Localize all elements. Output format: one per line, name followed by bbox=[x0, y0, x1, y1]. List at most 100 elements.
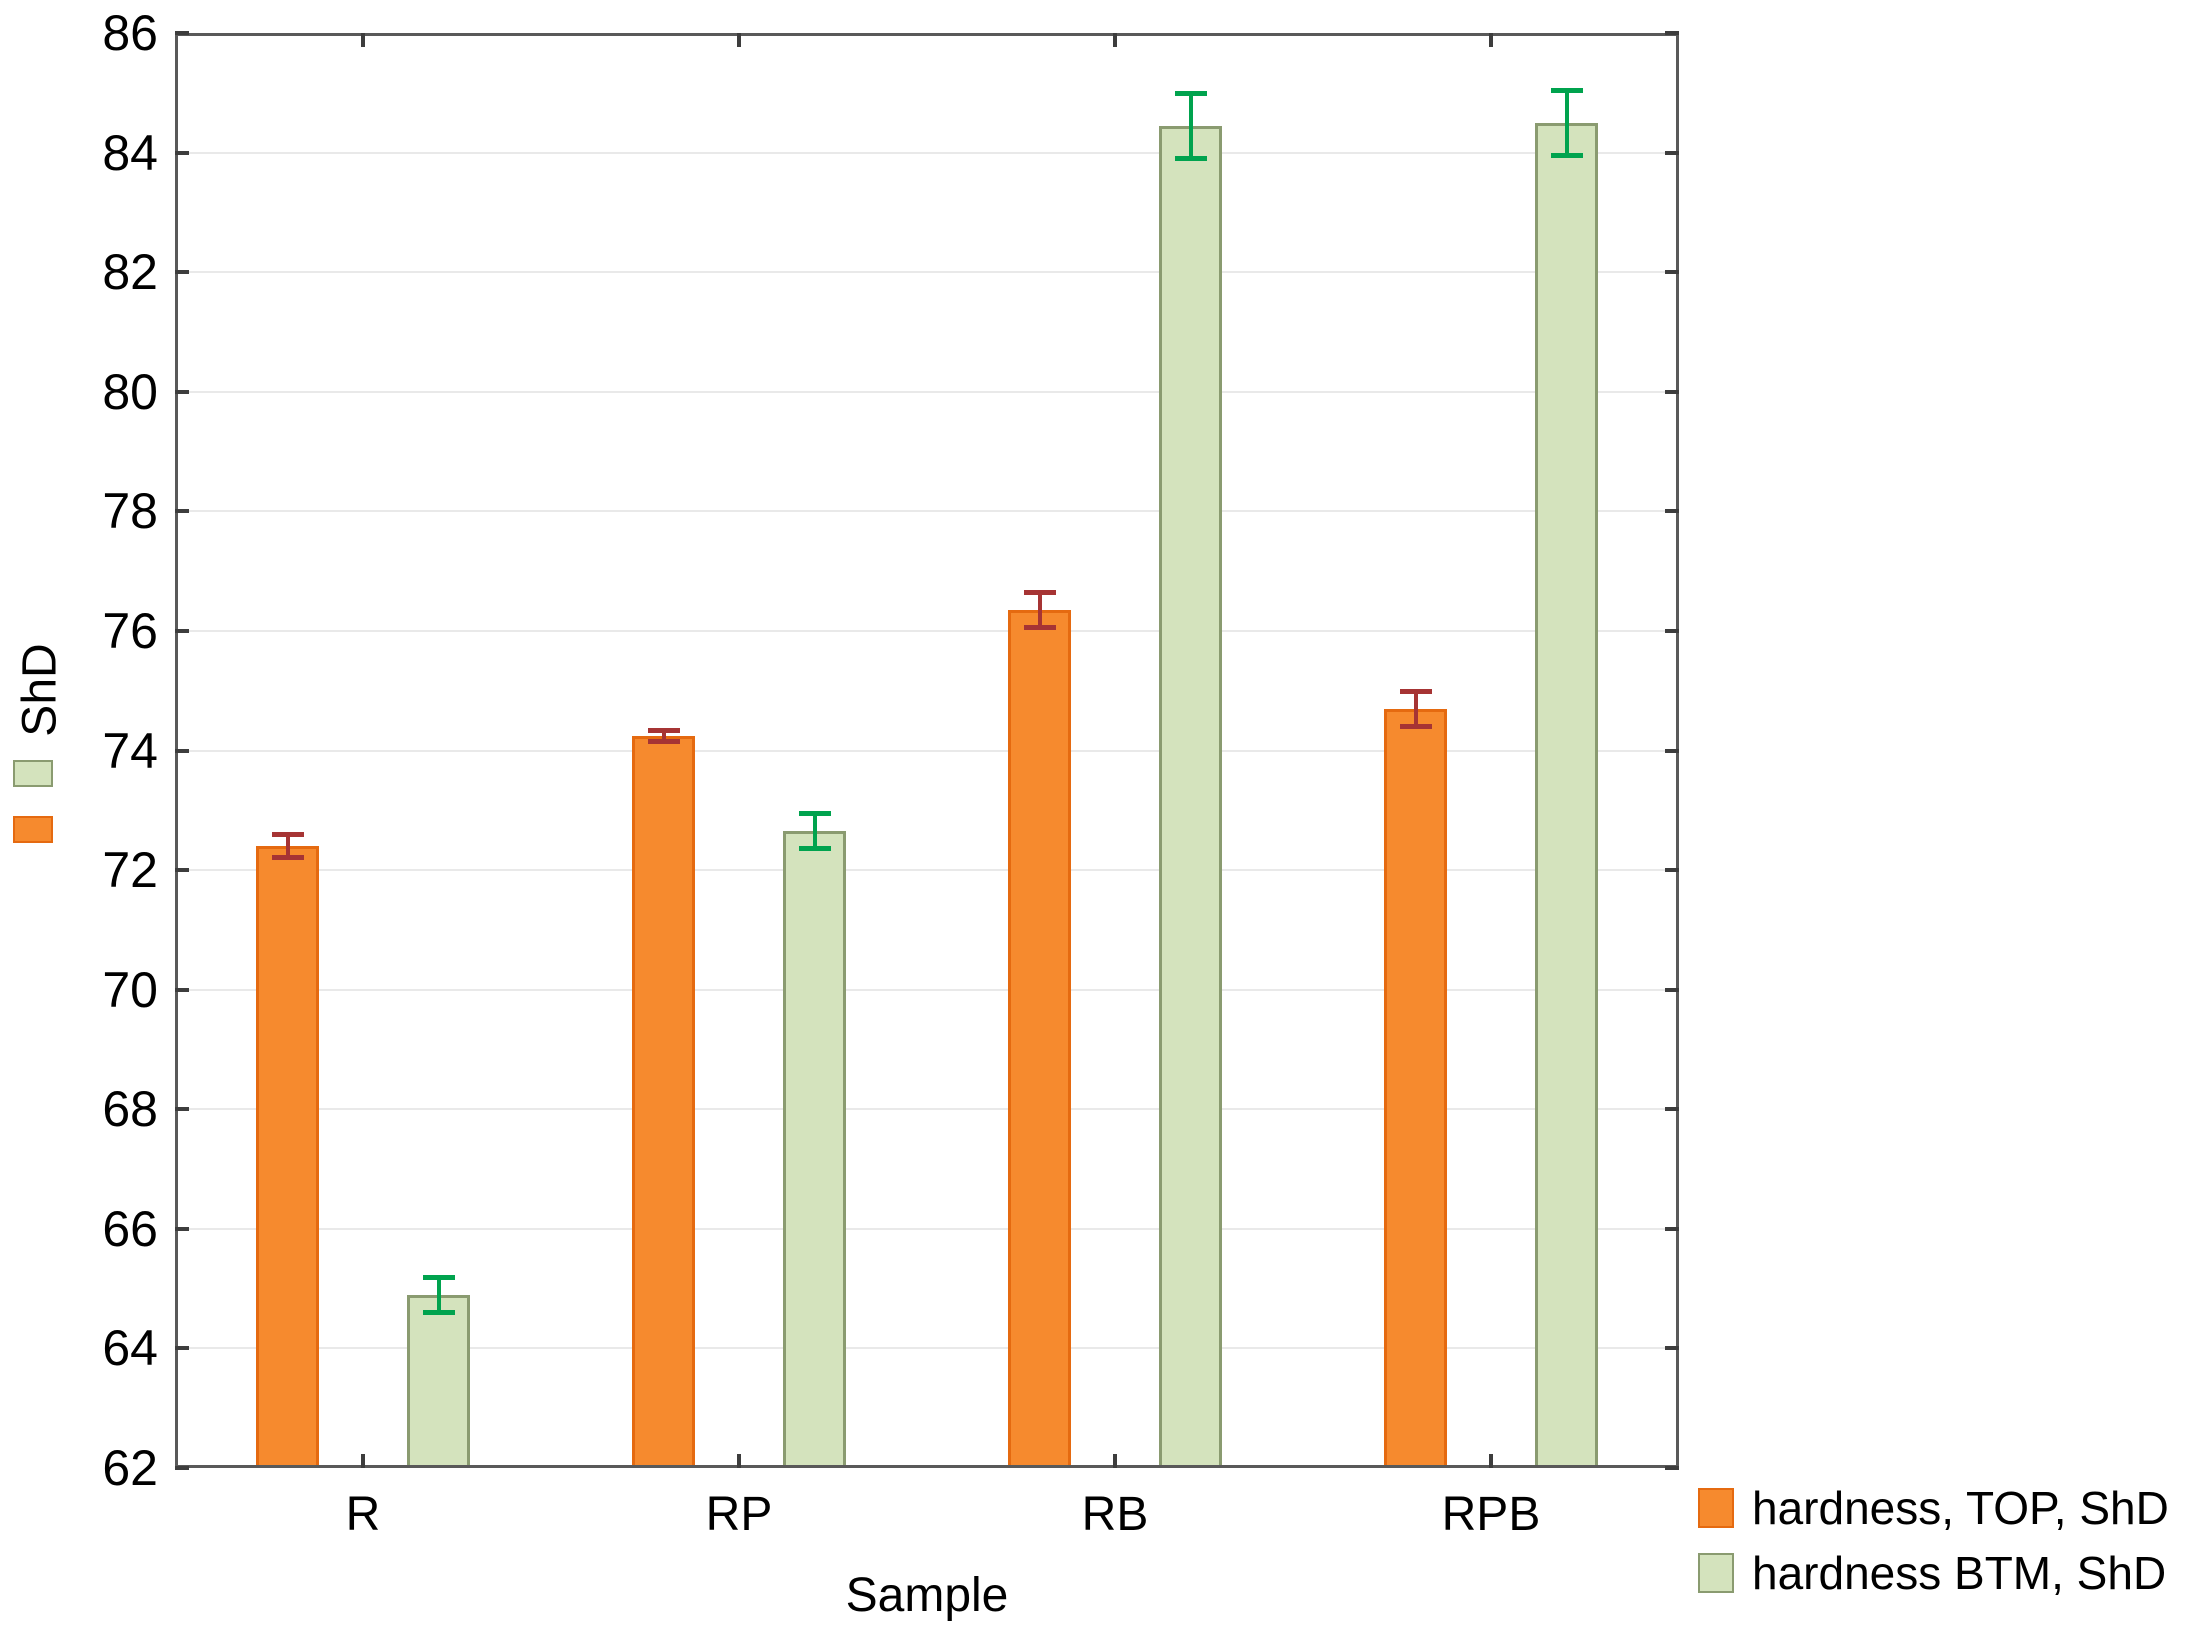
y-tick-left bbox=[175, 1466, 189, 1470]
x-tick-label-rpb: RPB bbox=[1441, 1488, 1541, 1541]
bar-rpb-top bbox=[1384, 708, 1447, 1468]
error-bar-whisker bbox=[1188, 92, 1193, 159]
bar-r-btm bbox=[407, 1294, 470, 1468]
y-tick-left bbox=[175, 31, 189, 35]
x-tick-bottom bbox=[1113, 1454, 1117, 1468]
error-bar-whisker bbox=[1413, 690, 1418, 727]
gridline bbox=[175, 151, 1679, 154]
y-tick-label: 64 bbox=[102, 1320, 158, 1377]
y-tick-right bbox=[1665, 509, 1679, 514]
legend-label-top: hardness, TOP, ShD bbox=[1752, 1482, 2169, 1534]
error-bar-cap-bottom bbox=[798, 846, 831, 852]
error-bar-cap-bottom bbox=[647, 738, 680, 744]
error-bar-cap-top bbox=[798, 811, 831, 817]
y-tick-label: 70 bbox=[102, 961, 158, 1018]
y-tick-right bbox=[1665, 1226, 1679, 1231]
x-axis-title: Sample bbox=[845, 1569, 1009, 1622]
x-tick-bottom bbox=[361, 1454, 365, 1468]
y-tick-right bbox=[1665, 31, 1679, 35]
y-axis-title: ShD bbox=[13, 643, 67, 737]
error-bar-cap-top bbox=[1550, 87, 1583, 93]
bar-r-top bbox=[256, 846, 319, 1468]
gridline bbox=[175, 629, 1679, 632]
y-tick-label: 76 bbox=[102, 602, 158, 659]
y-tick-right bbox=[1665, 1346, 1679, 1351]
y-tick-right bbox=[1665, 1107, 1679, 1112]
y-tick-left bbox=[175, 1226, 189, 1231]
y-tick-right bbox=[1665, 987, 1679, 992]
y-tick-label: 66 bbox=[102, 1200, 158, 1257]
bar-rb-top bbox=[1008, 609, 1071, 1468]
y-tick-right bbox=[1665, 868, 1679, 873]
x-tick-bottom bbox=[1489, 1454, 1493, 1468]
error-bar-whisker bbox=[285, 834, 290, 859]
y-tick-right bbox=[1665, 1466, 1679, 1470]
y-tick-left bbox=[175, 748, 189, 753]
bar-rp-top bbox=[632, 735, 695, 1468]
x-tick-top bbox=[361, 33, 365, 47]
error-bar-cap-bottom bbox=[271, 855, 304, 861]
y-tick-label: 80 bbox=[102, 363, 158, 420]
y-tick-right bbox=[1665, 748, 1679, 753]
error-bar-cap-bottom bbox=[1023, 624, 1056, 630]
error-bar-whisker bbox=[436, 1276, 441, 1313]
error-bar-cap-top bbox=[1023, 590, 1056, 596]
y-tick-left bbox=[175, 628, 189, 633]
legend-label-btm: hardness BTM, ShD bbox=[1752, 1547, 2167, 1599]
y-tick-label: 68 bbox=[102, 1081, 158, 1138]
y-tick-left bbox=[175, 389, 189, 394]
error-bar-cap-top bbox=[647, 727, 680, 733]
error-bar-cap-top bbox=[1399, 688, 1432, 694]
y-tick-label: 74 bbox=[102, 722, 158, 779]
legend-swatch-btm bbox=[1698, 1553, 1734, 1593]
y-tick-left bbox=[175, 1346, 189, 1351]
gridline bbox=[175, 1347, 1679, 1350]
error-bar-cap-top bbox=[1174, 90, 1207, 96]
y-tick-right bbox=[1665, 270, 1679, 275]
y-tick-left bbox=[175, 270, 189, 275]
y-tick-label: 86 bbox=[102, 5, 158, 61]
y-axis-mini-swatch-btm bbox=[13, 760, 53, 787]
y-tick-label: 78 bbox=[102, 483, 158, 540]
bar-rb-btm bbox=[1159, 125, 1222, 1468]
error-bar-whisker bbox=[812, 813, 817, 850]
y-tick-label: 84 bbox=[102, 124, 158, 181]
error-bar-cap-top bbox=[271, 832, 304, 838]
y-tick-label: 82 bbox=[102, 244, 158, 301]
gridline bbox=[175, 1108, 1679, 1111]
gridline bbox=[175, 749, 1679, 752]
y-tick-right bbox=[1665, 628, 1679, 633]
gridline bbox=[175, 510, 1679, 513]
gridline bbox=[175, 869, 1679, 872]
y-tick-left bbox=[175, 1107, 189, 1112]
y-tick-left bbox=[175, 868, 189, 873]
y-tick-label: 62 bbox=[102, 1440, 158, 1496]
y-tick-left bbox=[175, 150, 189, 155]
x-tick-bottom bbox=[737, 1454, 741, 1468]
x-tick-label-rp: RP bbox=[705, 1488, 773, 1541]
x-tick-label-r: R bbox=[345, 1488, 381, 1541]
gridline bbox=[175, 1227, 1679, 1230]
error-bar-whisker bbox=[1564, 89, 1569, 156]
x-tick-label-rb: RB bbox=[1081, 1488, 1149, 1541]
plot-area bbox=[175, 31, 1679, 1470]
error-bar-whisker bbox=[1037, 592, 1042, 628]
error-bar-cap-bottom bbox=[1174, 155, 1207, 161]
x-tick-top bbox=[737, 33, 741, 47]
gridline bbox=[175, 988, 1679, 991]
error-bar-whisker bbox=[661, 729, 666, 742]
y-axis-mini-swatch-top bbox=[13, 816, 53, 843]
gridline bbox=[175, 271, 1679, 274]
bar-rp-btm bbox=[783, 831, 846, 1468]
y-tick-right bbox=[1665, 389, 1679, 394]
error-bar-cap-top bbox=[422, 1274, 455, 1280]
bar-rpb-btm bbox=[1535, 122, 1598, 1468]
error-bar-cap-bottom bbox=[1550, 152, 1583, 158]
error-bar-cap-bottom bbox=[422, 1309, 455, 1315]
gridline bbox=[175, 390, 1679, 393]
x-tick-top bbox=[1113, 33, 1117, 47]
y-tick-right bbox=[1665, 150, 1679, 155]
y-tick-left bbox=[175, 987, 189, 992]
y-tick-label: 72 bbox=[102, 842, 158, 899]
